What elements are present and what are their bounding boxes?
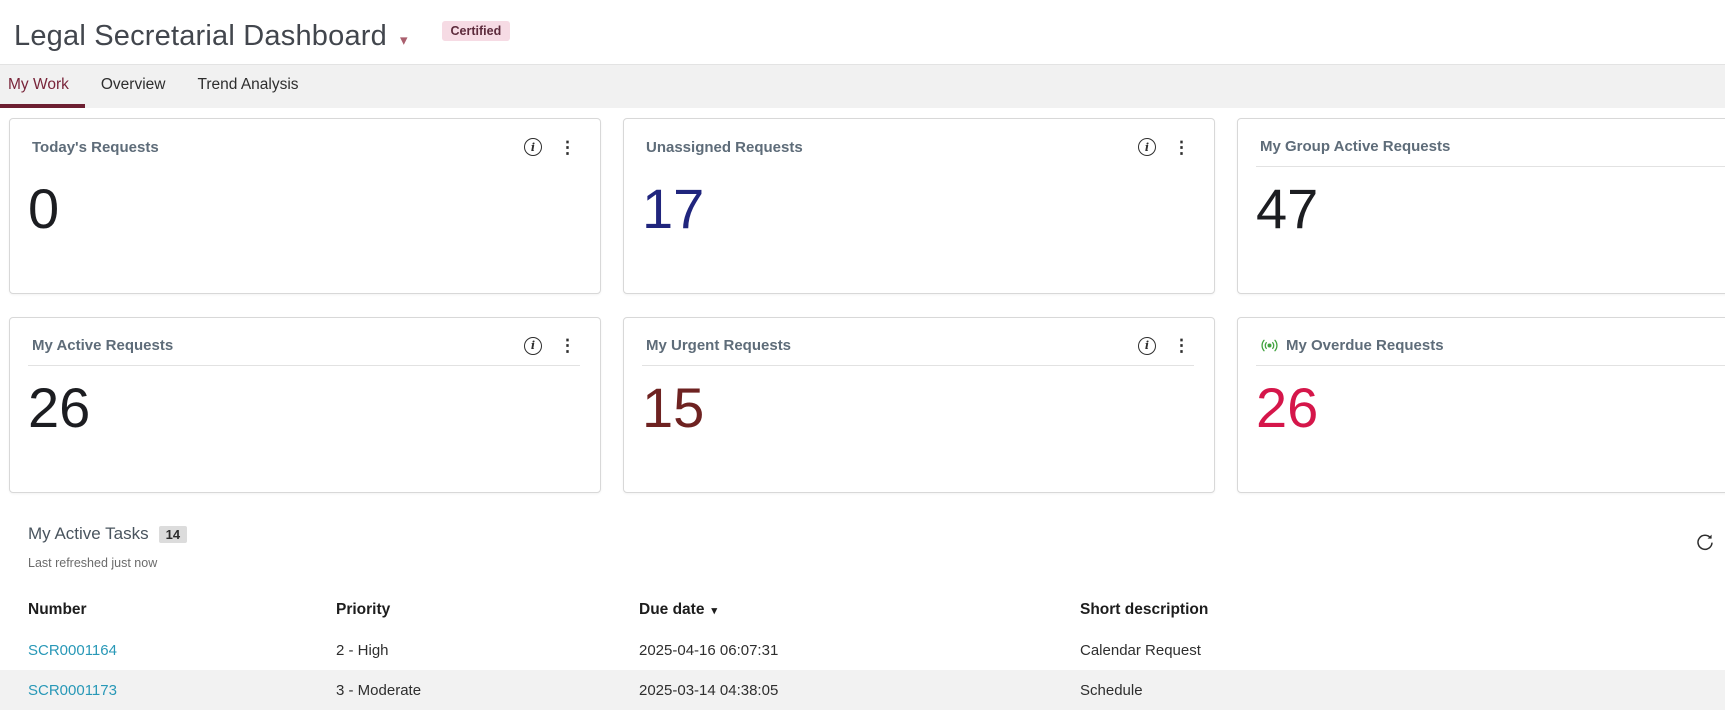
kpi-card-grid: Today's Requests i ⋮ 0 Unassigned Reques… bbox=[9, 118, 1725, 493]
kpi-value: 47 bbox=[1256, 177, 1319, 240]
cell-number: SCR0001173 bbox=[0, 682, 336, 699]
task-table-header: Number Priority Due date ▾ Short descrip… bbox=[0, 592, 1725, 628]
live-signal-icon bbox=[1260, 338, 1279, 353]
cell-number: SCR0001164 bbox=[0, 642, 336, 659]
kpi-card-my-overdue-requests[interactable]: My Overdue Requests i ⋮ 26 bbox=[1237, 317, 1725, 493]
card-title: My Active Requests bbox=[32, 337, 174, 354]
card-title: Today's Requests bbox=[32, 138, 159, 156]
column-header-priority[interactable]: Priority bbox=[336, 601, 391, 618]
column-header-due-date[interactable]: Due date ▾ bbox=[639, 601, 717, 618]
tab-overview[interactable]: Overview bbox=[100, 75, 166, 93]
kebab-menu-icon[interactable]: ⋮ bbox=[559, 137, 576, 157]
last-refreshed-label: Last refreshed just now bbox=[28, 556, 158, 570]
card-header: Unassigned Requests i ⋮ bbox=[642, 119, 1194, 167]
kpi-card-my-active-requests[interactable]: My Active Requests i ⋮ 26 bbox=[9, 317, 601, 493]
column-header-number[interactable]: Number bbox=[28, 601, 87, 618]
card-header: My Group Active Requests i ⋮ bbox=[1256, 119, 1725, 167]
certified-badge: Certified bbox=[441, 20, 511, 41]
table-row[interactable]: SCR0001164 2 - High 2025-04-16 06:07:31 … bbox=[0, 630, 1725, 670]
cell-short-description: Schedule bbox=[1080, 681, 1143, 699]
dashboard-picker-caret-icon[interactable]: ▾ bbox=[399, 31, 408, 49]
card-title: Unassigned Requests bbox=[646, 138, 803, 156]
kpi-value: 0 bbox=[28, 177, 60, 240]
cell-priority: 2 - High bbox=[336, 641, 389, 659]
card-title-text: My Overdue Requests bbox=[1286, 337, 1444, 354]
task-number-link[interactable]: SCR0001173 bbox=[28, 681, 117, 699]
kpi-card-unassigned-requests[interactable]: Unassigned Requests i ⋮ 17 bbox=[623, 118, 1215, 294]
tasks-count-badge: 14 bbox=[158, 525, 188, 543]
column-header-short-description[interactable]: Short description bbox=[1080, 601, 1209, 618]
info-icon[interactable]: i bbox=[1138, 336, 1156, 355]
card-header: Today's Requests i ⋮ bbox=[28, 119, 580, 167]
card-header: My Overdue Requests i ⋮ bbox=[1256, 318, 1725, 366]
kpi-value: 26 bbox=[1256, 376, 1319, 439]
kebab-menu-icon[interactable]: ⋮ bbox=[1173, 137, 1190, 157]
card-header: My Active Requests i ⋮ bbox=[28, 318, 580, 366]
dashboard-header: Legal Secretarial Dashboard ▾ Certified bbox=[0, 0, 1725, 64]
refresh-button[interactable] bbox=[1692, 530, 1718, 556]
kpi-value: 17 bbox=[642, 177, 705, 240]
kpi-value: 15 bbox=[642, 376, 705, 439]
info-icon[interactable]: i bbox=[524, 336, 542, 355]
card-title: My Urgent Requests bbox=[646, 337, 792, 354]
kebab-menu-icon[interactable]: ⋮ bbox=[1173, 336, 1190, 355]
tasks-section-title: My Active Tasks bbox=[28, 524, 149, 543]
kpi-card-todays-requests[interactable]: Today's Requests i ⋮ 0 bbox=[9, 118, 601, 294]
sort-desc-icon: ▾ bbox=[711, 604, 717, 617]
task-number-link[interactable]: SCR0001164 bbox=[28, 641, 117, 659]
info-icon[interactable]: i bbox=[524, 138, 542, 156]
info-icon[interactable]: i bbox=[1138, 138, 1156, 156]
tab-my-work[interactable]: My Work bbox=[0, 65, 85, 108]
cell-short-description: Calendar Request bbox=[1080, 641, 1201, 659]
kpi-value: 26 bbox=[28, 376, 91, 439]
task-table-body: SCR0001164 2 - High 2025-04-16 06:07:31 … bbox=[0, 630, 1725, 710]
table-row[interactable]: SCR0001173 3 - Moderate 2025-03-14 04:38… bbox=[0, 670, 1725, 710]
kpi-card-my-urgent-requests[interactable]: My Urgent Requests i ⋮ 15 bbox=[623, 317, 1215, 493]
page-title: Legal Secretarial Dashboard bbox=[14, 20, 387, 52]
kpi-card-my-group-active-requests[interactable]: My Group Active Requests i ⋮ 47 bbox=[1237, 118, 1725, 294]
cell-due-date: 2025-03-14 04:38:05 bbox=[639, 681, 779, 699]
card-title: My Group Active Requests bbox=[1260, 138, 1451, 155]
card-header: My Urgent Requests i ⋮ bbox=[642, 318, 1194, 366]
cell-due-date: 2025-04-16 06:07:31 bbox=[639, 641, 779, 659]
cell-priority: 3 - Moderate bbox=[336, 681, 422, 699]
refresh-icon bbox=[1696, 533, 1714, 554]
card-title: My Overdue Requests bbox=[1260, 337, 1725, 354]
tasks-title-row: My Active Tasks 14 bbox=[28, 524, 188, 544]
tab-trend-analysis[interactable]: Trend Analysis bbox=[197, 75, 299, 93]
dashboard-tab-bar: My Work Overview Trend Analysis bbox=[0, 64, 1725, 108]
kebab-menu-icon[interactable]: ⋮ bbox=[559, 336, 576, 355]
